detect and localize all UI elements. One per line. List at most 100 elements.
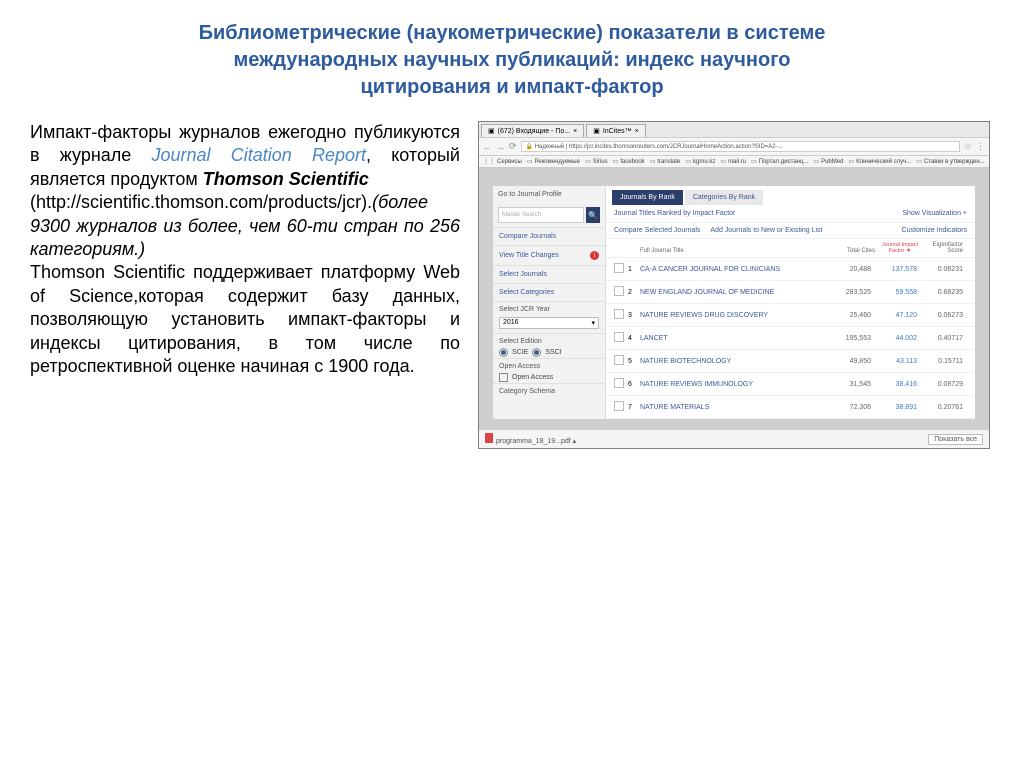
- bookmarks-bar: ⋮⋮ Сервисы ▭ Рекомендуемые ▭ Sirius ▭ fa…: [479, 156, 989, 168]
- jcr-panel: Go to Journal Profile Master Search 🔍 Co…: [493, 186, 975, 419]
- col-jif: Journal Impact Factor ▼: [879, 243, 921, 254]
- bookmark[interactable]: ⋮⋮ Сервисы: [483, 158, 522, 165]
- browser-tab[interactable]: ▣ InCites™ ×: [586, 124, 646, 137]
- chevron-down-icon: ▾: [591, 319, 595, 327]
- download-bar: programma_18_19...pdf ▴ Показать все: [479, 429, 989, 448]
- radio-ssci[interactable]: [532, 348, 541, 357]
- oa-checkbox[interactable]: [499, 373, 508, 382]
- tab-label: (672) Входящие - По...: [498, 128, 570, 135]
- radio-scie[interactable]: [499, 348, 508, 357]
- table-row: 3NATURE REVIEWS DRUG DISCOVERY25,46047.1…: [606, 304, 975, 327]
- row-checkbox[interactable]: [614, 263, 624, 273]
- bookmark[interactable]: ▭ facebook: [613, 158, 645, 165]
- back-icon[interactable]: ←: [483, 142, 492, 152]
- edition-radios: SCIE SSCI: [493, 347, 605, 358]
- year-select[interactable]: 2016▾: [499, 317, 599, 329]
- bookmark[interactable]: ▭ Клинический случ...: [848, 158, 911, 165]
- select-journals[interactable]: Select Journals: [493, 265, 605, 283]
- page-title: Библиометрические (наукометрические) пок…: [30, 20, 994, 101]
- journal-title[interactable]: NEW ENGLAND JOURNAL OF MEDICINE: [640, 289, 829, 296]
- jif-value[interactable]: 137.578: [875, 266, 921, 273]
- bookmark[interactable]: ▭ Портал дистанц...: [751, 158, 808, 165]
- total-cites: 20,488: [829, 266, 875, 273]
- jif-value[interactable]: 44.002: [875, 335, 921, 342]
- customize-link[interactable]: Customize Indicators: [902, 227, 967, 234]
- p2: (http://scientific.thomson.com/products/…: [30, 192, 372, 212]
- search-row: Master Search 🔍: [493, 203, 605, 227]
- add-to-list-link[interactable]: Add Journals to New or Existing List: [710, 227, 822, 234]
- bookmark[interactable]: ▭ kgmu.kz: [685, 158, 715, 165]
- total-cites: 31,545: [829, 381, 875, 388]
- total-cites: 49,850: [829, 358, 875, 365]
- journal-title[interactable]: NATURE BIOTECHNOLOGY: [640, 358, 829, 365]
- subtitle-row: Journal Titles Ranked by Impact Factor S…: [606, 205, 975, 223]
- row-num: 2: [628, 289, 640, 296]
- url-input[interactable]: 🔒 Надежный | https://jcr.incites.thomson…: [521, 141, 960, 152]
- jif-value[interactable]: 43.113: [875, 358, 921, 365]
- show-all-button[interactable]: Показать все: [928, 434, 983, 445]
- compare-selected-link[interactable]: Compare Selected Journals: [614, 227, 700, 234]
- bookmark[interactable]: ▭ Ставки в утвержден...: [916, 158, 984, 165]
- row-num: 5: [628, 358, 640, 365]
- p3: Thomson Scientific поддерживает платформ…: [30, 262, 460, 376]
- jcr-link: Journal Citation Report: [152, 145, 367, 165]
- journal-title[interactable]: NATURE MATERIALS: [640, 404, 829, 411]
- jif-value[interactable]: 38.891: [875, 404, 921, 411]
- show-vis-link[interactable]: Show Visualization +: [902, 210, 967, 217]
- row-checkbox[interactable]: [614, 355, 624, 365]
- secure-label: Надежный: [535, 144, 564, 150]
- row-checkbox[interactable]: [614, 401, 624, 411]
- bookmark[interactable]: ▭ mail.ru: [720, 158, 746, 165]
- compare-journals[interactable]: Compare Journals: [493, 227, 605, 245]
- tab-journals-by-rank[interactable]: Journals By Rank: [612, 190, 683, 205]
- row-num: 3: [628, 312, 640, 319]
- total-cites: 25,460: [829, 312, 875, 319]
- journal-title[interactable]: LANCET: [640, 335, 829, 342]
- browser-tab[interactable]: ▣ (672) Входящие - По... ×: [481, 124, 584, 137]
- es-value: 0.20761: [921, 404, 967, 411]
- es-value: 0.06231: [921, 266, 967, 273]
- jif-value[interactable]: 47.120: [875, 312, 921, 319]
- search-input[interactable]: Master Search: [498, 207, 584, 223]
- search-button[interactable]: 🔍: [586, 207, 600, 223]
- row-checkbox[interactable]: [614, 332, 624, 342]
- table-row: 4LANCET195,55344.0020.40717: [606, 327, 975, 350]
- p1-bold: Thomson Scientific: [203, 169, 369, 189]
- download-item[interactable]: programma_18_19...pdf ▴: [485, 433, 576, 445]
- fwd-icon[interactable]: →: [496, 142, 505, 152]
- jif-value[interactable]: 59.558: [875, 289, 921, 296]
- journal-title[interactable]: NATURE REVIEWS IMMUNOLOGY: [640, 381, 829, 388]
- star-icon[interactable]: ☆: [964, 141, 972, 152]
- oa-label: Open Access: [493, 358, 605, 372]
- bookmark[interactable]: ▭ Рекомендуемые: [527, 158, 580, 165]
- rank-tabs: Journals By Rank Categories By Rank: [606, 186, 975, 205]
- row-num: 6: [628, 381, 640, 388]
- table-body: 1CA-A CANCER JOURNAL FOR CLINICIANS20,48…: [606, 258, 975, 419]
- row-num: 1: [628, 266, 640, 273]
- row-checkbox[interactable]: [614, 309, 624, 319]
- reload-icon[interactable]: ⟳: [509, 141, 517, 152]
- menu-icon[interactable]: ⋮: [976, 141, 985, 152]
- row-num: 7: [628, 404, 640, 411]
- es-value: 0.08729: [921, 381, 967, 388]
- goto-label: Go to Journal Profile: [493, 186, 605, 203]
- tab-categories-by-rank[interactable]: Categories By Rank: [685, 190, 763, 205]
- row-checkbox[interactable]: [614, 286, 624, 296]
- bookmark[interactable]: ▭ PubMed: [813, 158, 843, 165]
- total-cites: 195,553: [829, 335, 875, 342]
- journal-title[interactable]: CA-A CANCER JOURNAL FOR CLINICIANS: [640, 266, 829, 273]
- bookmark[interactable]: ▭ Sirius: [585, 158, 608, 165]
- table-row: 6NATURE REVIEWS IMMUNOLOGY31,54538.4160.…: [606, 373, 975, 396]
- view-title-changes[interactable]: View Title Changesi: [493, 245, 605, 265]
- jif-value[interactable]: 38.416: [875, 381, 921, 388]
- actions-row: Compare Selected Journals Add Journals t…: [606, 223, 975, 239]
- es-value: 0.06273: [921, 312, 967, 319]
- oa-row: Open Access: [493, 372, 605, 383]
- row-checkbox[interactable]: [614, 378, 624, 388]
- bookmark[interactable]: ▭ translate: [650, 158, 681, 165]
- journal-title[interactable]: NATURE REVIEWS DRUG DISCOVERY: [640, 312, 829, 319]
- select-categories[interactable]: Select Categories: [493, 283, 605, 301]
- es-value: 0.15711: [921, 358, 967, 365]
- edition-label: Select Edition: [493, 333, 605, 347]
- table-row: 2NEW ENGLAND JOURNAL OF MEDICINE283,5255…: [606, 281, 975, 304]
